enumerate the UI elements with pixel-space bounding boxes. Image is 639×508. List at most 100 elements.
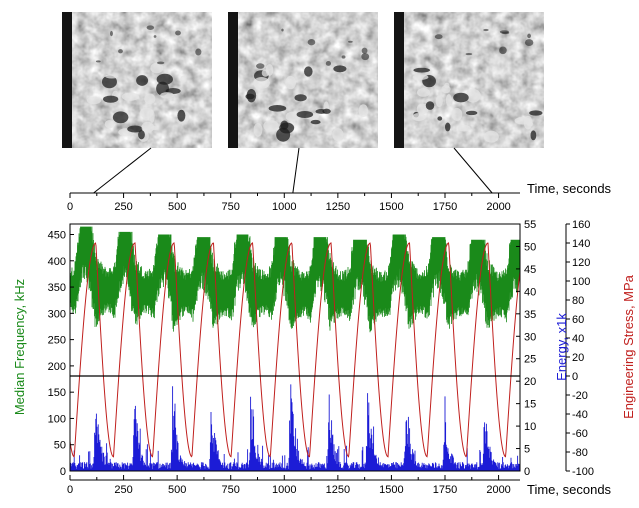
micrograph-feature [434, 34, 443, 40]
micrograph-feature [332, 128, 344, 141]
micrograph-feature [441, 85, 451, 94]
micrograph-feature [435, 95, 443, 108]
micrograph-feature [253, 122, 263, 137]
micrograph-feature [416, 88, 431, 97]
x-tick-label-top: 750 [222, 201, 240, 213]
x-tick-label-top: 1250 [326, 201, 350, 213]
micrograph-texture [228, 12, 378, 148]
micrograph-feature [307, 39, 316, 46]
micrograph-feature [425, 101, 435, 110]
micrograph-feature [86, 96, 102, 105]
micrograph-feature [530, 130, 537, 141]
micrograph-feature [279, 122, 295, 134]
micrograph-feature [156, 81, 169, 96]
y-left-tick-label: 250 [48, 335, 66, 347]
micrograph-feature [268, 105, 287, 112]
micrograph-feature [285, 75, 296, 90]
micrograph-feature [104, 119, 115, 129]
x-tick-label-top: 1750 [433, 201, 457, 213]
micrograph-feature [294, 94, 307, 102]
y-left-tick-label: 50 [54, 440, 66, 452]
micrograph-edge [228, 12, 238, 148]
micrograph-feature [411, 112, 426, 122]
y-left-tick-label: 350 [48, 282, 66, 294]
y-stress-tick-label: 60 [572, 314, 584, 326]
y-left-tick-label: 100 [48, 413, 66, 425]
y-energy-tick-label: 10 [524, 421, 536, 433]
micrograph-feature [524, 39, 534, 47]
micrograph-feature [139, 107, 154, 119]
micrograph-feature [105, 74, 119, 79]
micrograph-feature [101, 75, 117, 89]
x-tick-label-bottom: 750 [222, 484, 240, 496]
y-stress-tick-label: 100 [572, 276, 590, 288]
x-axis-bottom-title: Time, seconds [527, 482, 612, 497]
micrograph-feature [285, 111, 299, 122]
micrograph-feature [501, 31, 510, 35]
x-tick-label-bottom: 250 [114, 484, 132, 496]
y-stress-tick-label: -20 [572, 390, 588, 402]
y-energy-tick-label: 15 [524, 399, 536, 411]
micrograph-edge [62, 12, 72, 148]
micrograph-feature [180, 75, 187, 83]
micrograph-feature [265, 64, 274, 76]
y-energy-tick-label: 35 [524, 309, 536, 321]
y-energy-tick-label: 50 [524, 241, 536, 253]
y-energy-tick-label: 45 [524, 264, 536, 276]
micrograph-feature [95, 60, 101, 63]
y-stress-tick-label: 20 [572, 352, 584, 364]
energy-series [70, 384, 520, 471]
y-left-tick-label: 150 [48, 387, 66, 399]
micrograph-feature [451, 107, 463, 121]
y-energy-tick-label: 40 [524, 286, 536, 298]
micrograph-feature [153, 35, 157, 38]
micrograph-feature [465, 88, 481, 103]
y-stress-tick-label: -40 [572, 409, 588, 421]
micrograph-feature [348, 40, 353, 43]
micrograph-connector [453, 147, 493, 194]
micrograph-connector [93, 147, 152, 194]
micrograph-feature [175, 30, 181, 36]
micrograph-feature [118, 49, 123, 54]
micrograph-feature [453, 92, 469, 103]
x-tick-label-top: 500 [168, 201, 186, 213]
micrograph-layer [62, 12, 544, 148]
micrograph-feature [263, 120, 279, 132]
y-energy-axis-title: Energy, x1k [554, 313, 569, 381]
micrograph-edge [394, 12, 404, 148]
micrograph-feature [310, 119, 321, 125]
micrograph-feature [138, 130, 145, 140]
x-tick-label-bottom: 2000 [486, 484, 510, 496]
micrograph-texture [394, 12, 544, 148]
y-left-tick-label: 0 [60, 466, 66, 478]
micrograph-connector [292, 147, 300, 194]
y-energy-tick-label: 25 [524, 354, 536, 366]
x-tick-label-bottom: 1500 [379, 484, 403, 496]
y-energy-tick-label: 5 [524, 444, 530, 456]
micrograph-feature [413, 67, 431, 73]
x-tick-label-top: 250 [114, 201, 132, 213]
micrograph-feature [527, 33, 531, 39]
y-left-tick-label: 400 [48, 256, 66, 268]
micrograph-feature [112, 111, 129, 124]
y-stress-tick-label: 160 [572, 219, 590, 231]
y-left-tick-label: 200 [48, 361, 66, 373]
micrograph-feature [529, 110, 543, 116]
micrograph-feature [483, 28, 489, 32]
y-left-axis-title: Median Frequency, kHz [12, 279, 27, 415]
x-tick-label-top: 1000 [272, 201, 296, 213]
y-energy-tick-label: 0 [524, 466, 530, 478]
micrograph-feature [103, 95, 119, 103]
micrograph-feature [150, 126, 159, 131]
micrograph-feature [322, 108, 331, 114]
micrograph-feature [333, 65, 347, 73]
micrograph-feature [121, 92, 140, 101]
micrograph-feature [146, 25, 155, 30]
x-tick-label-bottom: 1250 [326, 484, 350, 496]
micrograph-feature [325, 61, 332, 66]
micrograph-feature [281, 28, 284, 32]
micrograph-feature [245, 93, 255, 100]
micrograph-feature [144, 93, 156, 105]
